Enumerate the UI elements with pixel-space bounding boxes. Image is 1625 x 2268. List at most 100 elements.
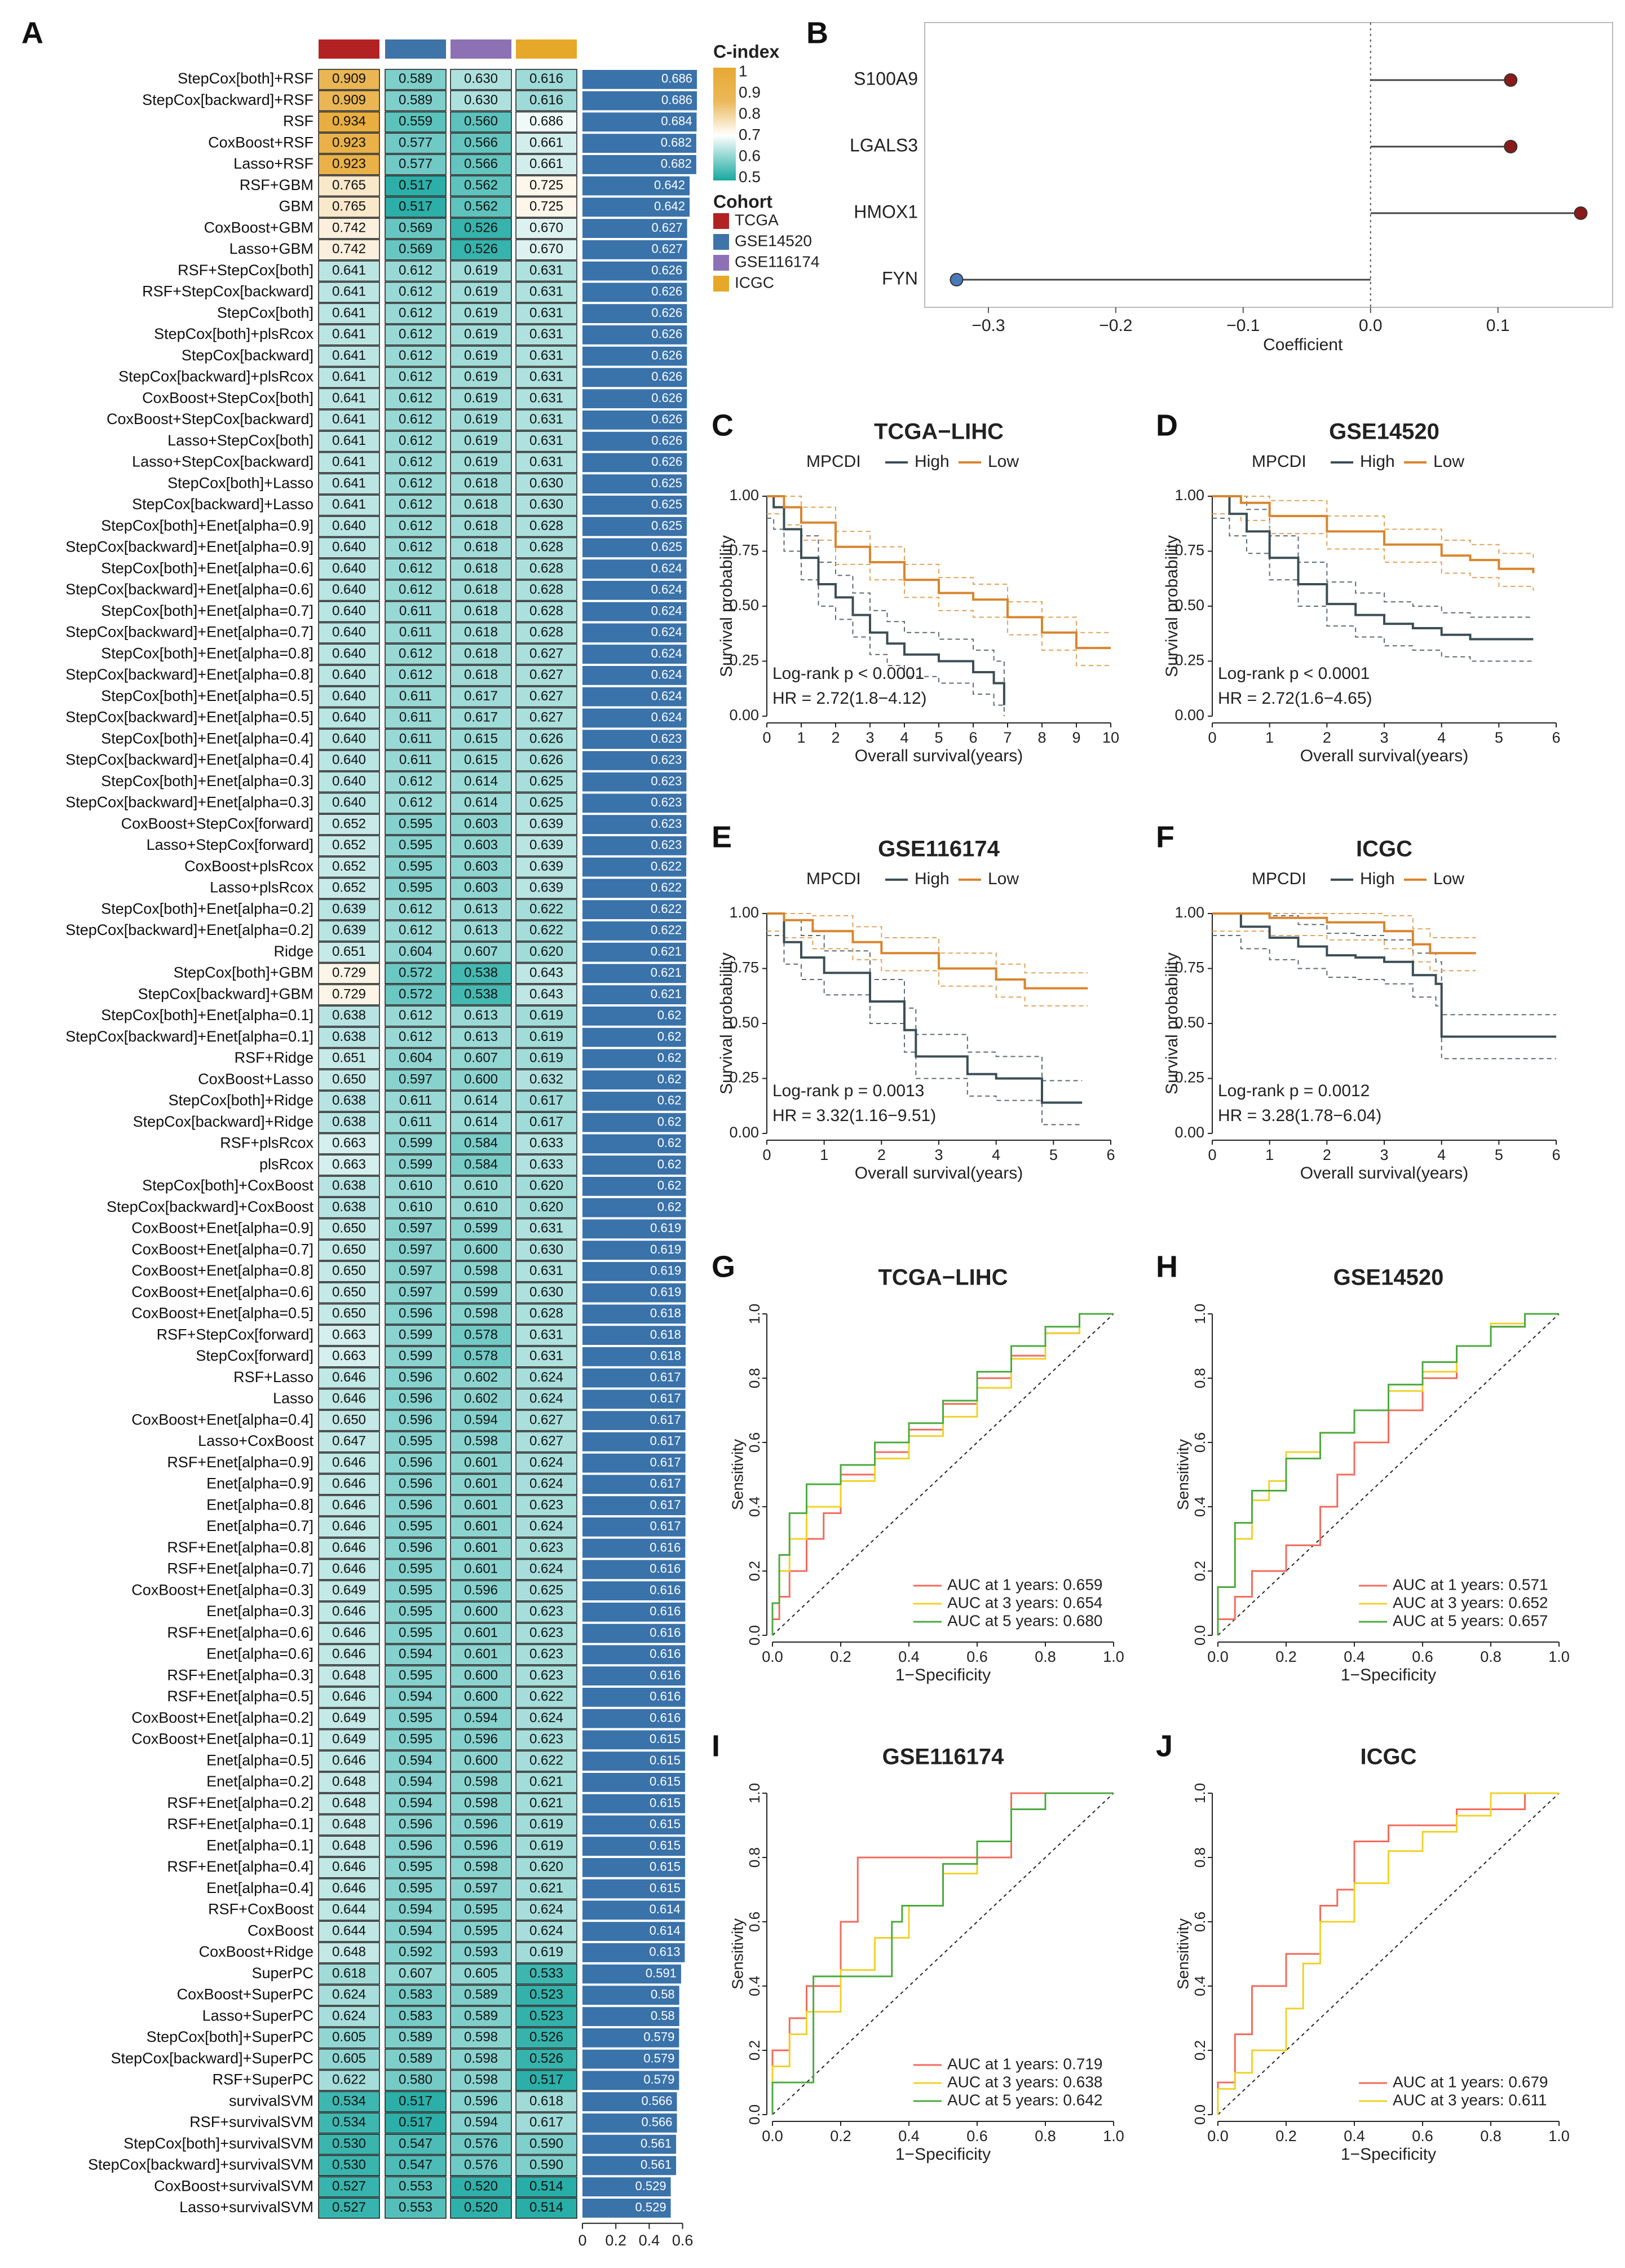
cell-value: 0.597 <box>399 1221 432 1236</box>
x-tick-label: 3 <box>866 729 874 746</box>
colorbar-tick: 0.9 <box>739 83 761 101</box>
cell-value: 0.742 <box>332 241 366 257</box>
x-tick-label: 9 <box>1072 729 1080 746</box>
heatmap-cell <box>385 2155 447 2176</box>
heatmap-cell <box>515 218 577 239</box>
bar-value: 0.62 <box>657 1199 682 1214</box>
cell-value: 0.562 <box>464 178 498 193</box>
model-label: Enet[alpha=0.6] <box>206 1645 313 1662</box>
cell-value: 0.651 <box>332 944 366 959</box>
model-label: GBM <box>279 198 313 215</box>
mean-cindex-bar <box>582 730 687 749</box>
cell-value: 0.607 <box>464 944 498 959</box>
cell-value: 0.619 <box>464 305 498 320</box>
cell-value: 0.598 <box>464 1306 498 1321</box>
mean-cindex-bar <box>582 1922 685 1941</box>
bar-axis-tick-label: 0.4 <box>639 2232 660 2249</box>
y-tick-label: 0.6 <box>746 1432 763 1453</box>
heatmap-cell <box>385 324 447 346</box>
cell-value: 0.639 <box>529 837 563 853</box>
cell-value: 0.612 <box>399 412 432 427</box>
mean-cindex-bar <box>582 964 686 983</box>
heatmap-cell <box>515 1261 577 1282</box>
bar-value: 0.561 <box>641 2136 672 2150</box>
cell-value: 0.619 <box>464 412 498 427</box>
heatmap-cell <box>515 516 577 537</box>
cell-value: 0.650 <box>332 1285 366 1300</box>
cell-value: 0.627 <box>529 646 563 661</box>
heatmap-cell <box>515 495 577 516</box>
km-low-curve <box>1212 495 1535 573</box>
y-tick-label: 0.00 <box>729 707 759 723</box>
cell-value: 0.622 <box>529 901 563 916</box>
cell-value: 0.641 <box>332 455 366 470</box>
x-tick-label: 0 <box>1208 729 1216 746</box>
x-tick-label: 0 <box>762 1146 771 1163</box>
cell-value: 0.619 <box>464 263 498 278</box>
cell-value: 0.646 <box>332 1476 366 1492</box>
bar-value: 0.613 <box>649 1945 680 1959</box>
heatmap-cell <box>385 1601 447 1623</box>
cell-value: 0.729 <box>332 965 366 981</box>
mean-cindex-bar <box>582 197 690 217</box>
heatmap-cell <box>515 558 577 580</box>
heatmap-cell <box>318 90 380 112</box>
model-label: StepCox[both]+Enet[alpha=0.7] <box>101 602 313 619</box>
cell-value: 0.648 <box>332 1795 366 1811</box>
cell-value: 0.611 <box>399 731 432 746</box>
mean-cindex-bar <box>582 1219 686 1239</box>
km-low-ci-upper <box>1212 913 1476 938</box>
bar-value: 0.617 <box>650 1370 681 1384</box>
bar-value: 0.617 <box>650 1519 681 1533</box>
panel-label-g: G <box>712 1250 735 1283</box>
heatmap-cell <box>450 1963 512 1985</box>
bar-value: 0.566 <box>641 2115 672 2129</box>
y-tick-label: 0.8 <box>1191 1368 1208 1388</box>
cell-value: 0.612 <box>399 901 432 916</box>
heatmap-cell <box>385 111 447 133</box>
bar-value: 0.615 <box>650 1775 681 1789</box>
heatmap-cell <box>450 1112 512 1133</box>
heatmap-cell <box>385 1835 447 1857</box>
cell-value: 0.600 <box>464 1689 498 1704</box>
bar-value: 0.622 <box>651 859 682 873</box>
cell-value: 0.624 <box>529 1710 563 1726</box>
cell-value: 0.631 <box>529 412 563 427</box>
heatmap-cell <box>318 2049 380 2070</box>
heatmap-cell <box>515 1495 577 1516</box>
km-pvalue: Log-rank p = 0.0013 <box>772 1082 924 1100</box>
roc-title: GSE116174 <box>882 1745 1004 1770</box>
heatmap-cell <box>318 346 380 367</box>
km-high-curve <box>1212 495 1534 641</box>
model-label: StepCox[backward]+Enet[alpha=0.3] <box>65 794 313 811</box>
bar-value: 0.616 <box>650 1561 681 1576</box>
x-tick-label: 1.0 <box>1548 1648 1570 1665</box>
bar-value: 0.623 <box>651 817 682 831</box>
model-label: StepCox[both]+Enet[alpha=0.9] <box>101 517 313 534</box>
x-tick-label: −0.2 <box>1099 316 1132 335</box>
cell-value: 0.526 <box>464 220 498 235</box>
heatmap-cell <box>450 814 512 835</box>
roc-legend-label: AUC at 3 years: 0.611 <box>1393 2091 1547 2108</box>
model-label: RSF+Ridge <box>235 1049 313 1066</box>
heatmap-cell <box>318 1538 380 1559</box>
cell-value: 0.562 <box>464 199 498 214</box>
heatmap-cell <box>450 1835 512 1857</box>
cell-value: 0.517 <box>399 2093 432 2108</box>
cell-value: 0.595 <box>399 1433 432 1449</box>
heatmap-cell <box>318 537 380 558</box>
x-tick-label: 0.4 <box>898 1648 920 1665</box>
mean-cindex-bar <box>582 134 696 153</box>
y-tick-label: 0.00 <box>1174 707 1204 723</box>
mean-cindex-bar <box>582 1198 686 1217</box>
km-low-curve <box>1212 912 1476 955</box>
cell-value: 0.641 <box>332 305 366 320</box>
cell-value: 0.599 <box>464 1285 498 1300</box>
heatmap-cell <box>515 154 577 175</box>
cell-value: 0.613 <box>464 901 498 916</box>
cell-value: 0.572 <box>399 986 432 1001</box>
heatmap-cell <box>515 90 577 112</box>
x-tick-label: 2 <box>877 1146 886 1163</box>
heatmap-cell <box>515 388 577 409</box>
colorbar-tick: 0.6 <box>739 147 761 164</box>
